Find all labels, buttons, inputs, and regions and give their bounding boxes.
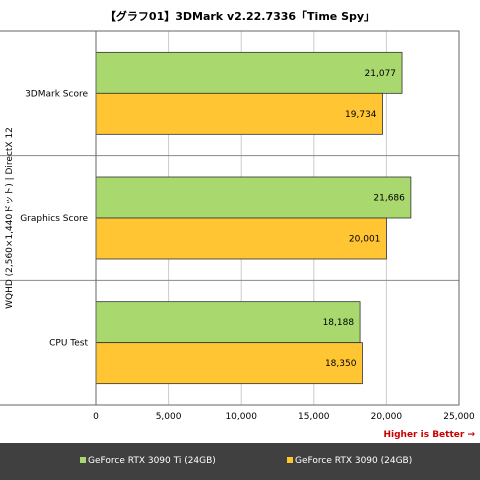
bar <box>95 301 361 344</box>
legend-label: GeForce RTX 3090 Ti (24GB) <box>88 456 216 466</box>
bar <box>95 217 387 260</box>
y-axis-label: WQHD (2,560×1,440ドット) | DirectX 12 <box>5 127 15 309</box>
x-tick-label: 0 <box>93 412 99 422</box>
legend-label: GeForce RTX 3090 (24GB) <box>295 456 412 466</box>
bar <box>95 92 383 135</box>
data-label: 21,686 <box>373 194 405 204</box>
bar <box>95 342 363 385</box>
data-label: 18,188 <box>323 318 355 328</box>
chart-title: 【グラフ01】3DMark v2.22.7336「Time Spy」 <box>105 9 375 23</box>
x-tick-label: 5,000 <box>156 412 182 422</box>
bar <box>95 51 403 94</box>
x-tick-label: 10,000 <box>225 412 257 422</box>
x-tick-label: 20,000 <box>371 412 403 422</box>
bar <box>95 176 412 219</box>
category-label: 3DMark Score <box>25 89 88 99</box>
data-label: 21,077 <box>365 69 397 79</box>
plot-border <box>95 30 460 406</box>
category-label: Graphics Score <box>20 214 88 224</box>
data-label: 19,734 <box>345 110 377 120</box>
data-label: 18,350 <box>325 359 357 369</box>
legend-swatch <box>80 457 86 463</box>
x-tick-label: 25,000 <box>443 412 475 422</box>
legend-swatch <box>287 457 293 463</box>
higher-is-better-note: Higher is Better → <box>383 430 475 440</box>
category-label: CPU Test <box>49 339 88 349</box>
x-tick-label: 15,000 <box>298 412 330 422</box>
data-label: 20,001 <box>349 235 381 245</box>
